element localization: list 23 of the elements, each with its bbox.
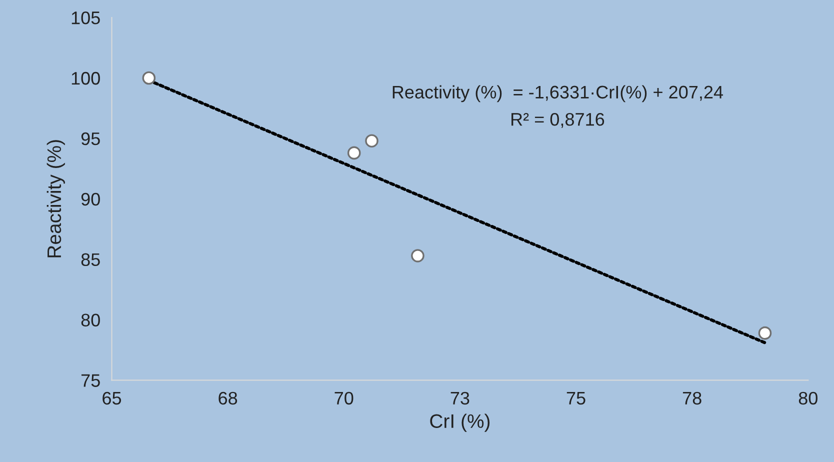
y-tick-label: 85 bbox=[81, 253, 100, 266]
x-axis-title: CrI (%) bbox=[430, 414, 490, 432]
point bbox=[347, 146, 361, 160]
x-tick-label: 78 bbox=[682, 392, 702, 405]
point bbox=[142, 71, 156, 85]
y-tick-label: 95 bbox=[81, 132, 100, 146]
y-tick-label: 100 bbox=[72, 72, 100, 85]
x-tick-label: 75 bbox=[566, 392, 586, 405]
x-tick-label: 65 bbox=[102, 392, 122, 405]
point bbox=[365, 134, 378, 148]
x-tick-label: 68 bbox=[218, 392, 238, 405]
y-tick-label: 75 bbox=[81, 374, 100, 387]
annotation: Reactivity (%) = -1,6331·CrI(%) + 207,24 bbox=[392, 85, 723, 102]
x-tick-label: 80 bbox=[798, 392, 818, 405]
annotation: R² = 0,8716 bbox=[512, 112, 604, 128]
point bbox=[758, 326, 772, 340]
x-tick-label: 73 bbox=[450, 392, 470, 405]
y-tick-label: 105 bbox=[72, 11, 100, 24]
y-tick-label: 80 bbox=[81, 314, 100, 326]
x-tick-label: 70 bbox=[334, 392, 354, 405]
y-axis-title: Reactivity (%) bbox=[46, 140, 65, 258]
y-tick-label: 90 bbox=[81, 192, 100, 206]
point bbox=[411, 249, 424, 262]
